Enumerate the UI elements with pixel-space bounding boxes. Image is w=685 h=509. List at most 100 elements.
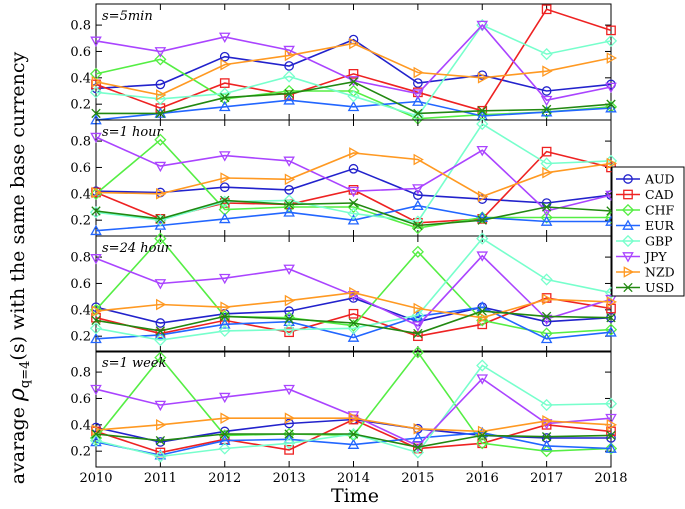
data-point-gbp bbox=[540, 273, 553, 286]
data-point-usd bbox=[91, 429, 101, 439]
series-usd bbox=[91, 306, 616, 339]
legend-swatch-marker bbox=[623, 174, 633, 184]
data-point-usd bbox=[606, 99, 616, 109]
data-point-eur bbox=[412, 95, 424, 106]
data-point-jpy bbox=[347, 290, 360, 302]
legend-label: JPY bbox=[643, 249, 667, 264]
data-point-gbp bbox=[283, 323, 296, 336]
data-point-usd bbox=[91, 108, 101, 119]
data-point-chf bbox=[154, 232, 167, 245]
series-nzd bbox=[91, 147, 618, 203]
data-point-gbp bbox=[476, 232, 489, 245]
panel-label: s=1 week bbox=[102, 356, 166, 371]
series-line-gbp bbox=[95, 237, 612, 341]
data-point-aud bbox=[541, 316, 552, 327]
data-point-gbp bbox=[347, 207, 360, 220]
data-point-nzd bbox=[284, 173, 296, 186]
data-point-cad bbox=[284, 327, 294, 338]
data-point-eur bbox=[347, 331, 360, 342]
data-point-jpy bbox=[412, 321, 424, 332]
data-point-jpy bbox=[347, 411, 360, 422]
data-point-usd bbox=[91, 315, 101, 326]
series-line-nzd bbox=[95, 152, 612, 198]
data-point-aud bbox=[155, 437, 166, 447]
data-point-cad bbox=[348, 69, 359, 79]
data-point-usd bbox=[477, 430, 487, 441]
data-point-aud bbox=[348, 163, 359, 174]
data-point-jpy bbox=[218, 273, 231, 285]
data-point-usd bbox=[413, 442, 423, 452]
data-point-gbp bbox=[540, 157, 553, 170]
data-point-eur bbox=[540, 332, 553, 344]
data-point-nzd bbox=[91, 305, 103, 317]
legend-entry-cad: CAD bbox=[616, 187, 674, 202]
x-tick-label: 2014 bbox=[337, 471, 370, 486]
data-point-eur bbox=[283, 206, 295, 217]
data-point-eur bbox=[154, 219, 167, 230]
data-point-nzd bbox=[477, 190, 489, 203]
series-usd bbox=[91, 195, 616, 231]
y-axis-title-subscript: q=4 bbox=[18, 361, 33, 389]
y-tick-label: 0.4 bbox=[70, 187, 91, 202]
legend-swatch-marker bbox=[623, 282, 633, 293]
data-point-usd bbox=[477, 306, 487, 316]
y-tick-label: 0.8 bbox=[70, 19, 91, 34]
data-point-nzd bbox=[220, 172, 231, 184]
series-line-cad bbox=[95, 297, 612, 338]
series-line-nzd bbox=[95, 417, 612, 433]
data-point-nzd bbox=[606, 419, 618, 431]
data-point-nzd bbox=[91, 186, 103, 199]
data-point-chf bbox=[154, 351, 167, 364]
data-point-chf bbox=[218, 310, 231, 323]
data-point-usd bbox=[220, 311, 230, 322]
x-tick-label: 2015 bbox=[401, 471, 434, 486]
panel-label: s=1 hour bbox=[102, 125, 164, 140]
data-point-gbp bbox=[89, 206, 103, 219]
data-point-eur bbox=[540, 439, 553, 451]
data-point-chf bbox=[347, 200, 360, 214]
data-point-nzd bbox=[606, 157, 618, 170]
legend-label: AUD bbox=[644, 172, 675, 187]
legend-entry-usd: USD bbox=[616, 280, 674, 295]
legend-label: GBP bbox=[645, 234, 673, 249]
data-point-eur bbox=[605, 326, 617, 337]
data-point-chf bbox=[604, 442, 618, 455]
data-point-eur bbox=[605, 442, 617, 453]
data-point-nzd bbox=[606, 296, 618, 308]
data-point-usd bbox=[155, 108, 166, 119]
data-point-nzd bbox=[542, 415, 553, 427]
y-tick-label: 0.8 bbox=[70, 366, 91, 381]
data-point-jpy bbox=[90, 254, 102, 265]
data-point-gbp bbox=[283, 194, 296, 207]
series-usd bbox=[91, 77, 616, 119]
data-point-jpy bbox=[154, 279, 167, 290]
data-point-chf bbox=[411, 221, 424, 235]
data-point-chf bbox=[154, 133, 167, 146]
data-point-jpy bbox=[90, 36, 102, 47]
data-point-eur bbox=[154, 328, 167, 340]
data-point-cad bbox=[413, 331, 423, 342]
data-point-gbp bbox=[89, 322, 103, 335]
data-point-aud bbox=[284, 306, 294, 316]
data-point-eur bbox=[218, 318, 231, 329]
data-point-eur bbox=[283, 94, 295, 105]
data-point-usd bbox=[220, 429, 230, 439]
data-point-gbp bbox=[476, 117, 489, 131]
panel-label: s=5min bbox=[102, 9, 153, 24]
data-point-jpy bbox=[283, 156, 295, 167]
series-line-nzd bbox=[95, 291, 612, 319]
x-tick-label: 2011 bbox=[144, 471, 177, 486]
data-point-usd bbox=[413, 220, 423, 231]
data-point-jpy bbox=[90, 384, 102, 396]
data-point-gbp bbox=[154, 450, 167, 463]
y-tick-label: 0.4 bbox=[70, 418, 91, 433]
series-line-eur bbox=[95, 204, 611, 232]
data-point-eur bbox=[218, 434, 231, 445]
x-tick-label: 2012 bbox=[208, 471, 241, 486]
data-point-gbp bbox=[218, 324, 231, 338]
data-point-aud bbox=[413, 78, 423, 88]
data-point-gbp bbox=[604, 34, 618, 48]
